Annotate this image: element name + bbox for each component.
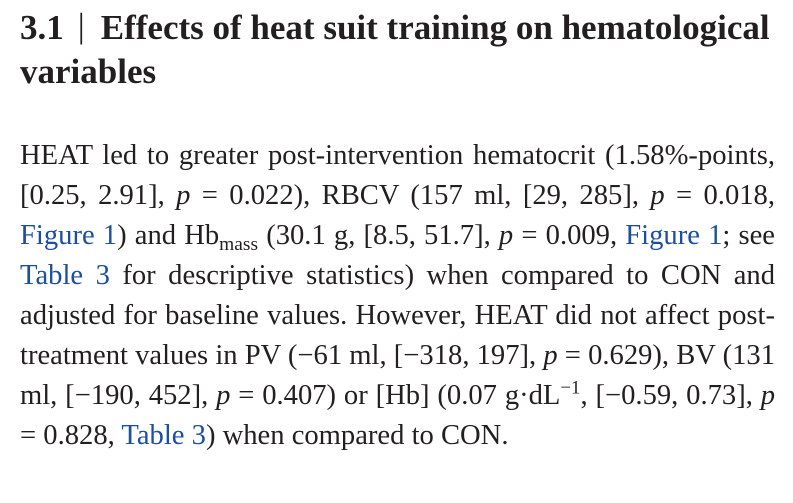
text-run: , [−0.59, 0.73],	[580, 380, 761, 411]
table-3-link[interactable]: Table 3	[20, 260, 110, 291]
figure-1-link[interactable]: Figure 1	[625, 220, 723, 251]
text-run: ) and Hb	[117, 220, 220, 251]
p-symbol: p	[760, 380, 776, 411]
text-run: ) when compared to CON.	[205, 420, 509, 451]
p-symbol: p	[176, 180, 191, 211]
section-number: 3.1	[20, 8, 64, 47]
p-symbol: p	[498, 220, 514, 251]
p-symbol: p	[650, 180, 665, 211]
text-run: for descriptive statistics) when compare…	[20, 260, 776, 371]
p-symbol: p	[216, 380, 231, 411]
text-run: = 0.407) or [Hb] (0.07 g·dL	[230, 380, 561, 411]
figure-1-link[interactable]: Figure 1	[20, 220, 118, 251]
table-3-link[interactable]: Table 3	[121, 420, 206, 451]
text-run: HEAT led to greater post-intervention he…	[20, 140, 775, 211]
results-paragraph: HEAT led to greater post-intervention he…	[20, 136, 775, 456]
text-run: ; see	[722, 220, 775, 251]
text-run: = 0.009,	[513, 220, 626, 251]
text-run: = 0.629), BV (131 ml, [−190, 452],	[20, 340, 775, 411]
p-symbol: p	[543, 340, 558, 371]
minus-one-superscript: −1	[560, 377, 581, 399]
text-run: = 0.828,	[20, 420, 122, 451]
section-title: Effects of heat suit training on hematol…	[20, 8, 770, 91]
text-run: = 0.022), RBCV (157 ml, [29, 285],	[190, 180, 651, 211]
mass-subscript: mass	[219, 234, 259, 256]
text-run: = 0.018,	[664, 180, 775, 211]
section-heading: 3.1 | Effects of heat suit training on hem…	[20, 6, 780, 94]
section-separator: |	[77, 6, 85, 45]
text-run: (30.1 g, [8.5, 51.7],	[258, 220, 499, 251]
